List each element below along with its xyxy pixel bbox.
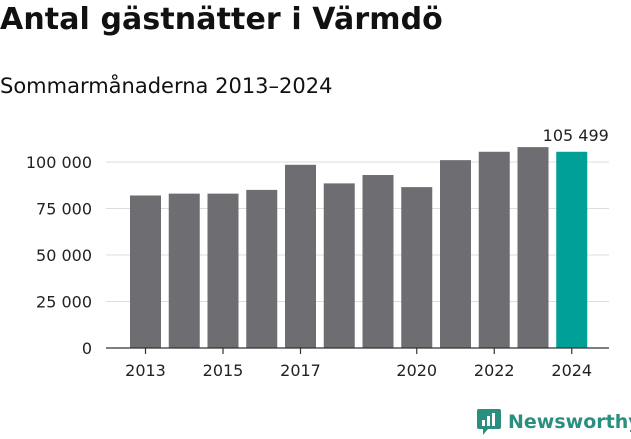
bar-2021: [440, 160, 471, 348]
bar-2017: [285, 164, 316, 348]
bars: [130, 147, 588, 348]
x-tick-label: 2017: [280, 361, 321, 380]
bar-2015: [207, 193, 239, 348]
bar-2014: [168, 193, 200, 348]
x-tick-label: 2024: [551, 361, 592, 380]
bar-2022: [478, 151, 510, 348]
x-tick-label: 2020: [396, 361, 437, 380]
y-tick-label: 0: [82, 339, 92, 358]
bar-2019: [362, 175, 394, 348]
bar-2020: [401, 187, 433, 348]
data-label-2024: 105 499: [543, 126, 609, 145]
y-tick-label: 25 000: [36, 293, 92, 312]
axes: [106, 347, 609, 354]
brand-name: Newsworthy: [508, 411, 631, 433]
bar-2013: [130, 195, 161, 348]
x-tick-label: 2013: [125, 361, 166, 380]
y-tick-label: 100 000: [26, 153, 92, 172]
x-tick-label: 2022: [474, 361, 515, 380]
bar-2018: [323, 183, 355, 348]
chat-bar-chart-icon: [477, 409, 501, 435]
chart-subtitle: Sommarmånaderna 2013–2024: [0, 74, 333, 98]
y-tick-label: 50 000: [36, 246, 92, 265]
newsworthy-logo: Newsworthy: [476, 408, 631, 436]
chart-title: Antal gästnätter i Värmdö: [0, 2, 443, 37]
bar-2023: [517, 147, 549, 348]
bar-2016: [246, 189, 278, 348]
y-tick-label: 75 000: [36, 200, 92, 219]
bar-2024: [556, 151, 588, 348]
labels: 0 25 000 50 000 75 000 100 000 105 499 2013 201…: [26, 126, 609, 380]
x-tick-label: 2015: [203, 361, 244, 380]
